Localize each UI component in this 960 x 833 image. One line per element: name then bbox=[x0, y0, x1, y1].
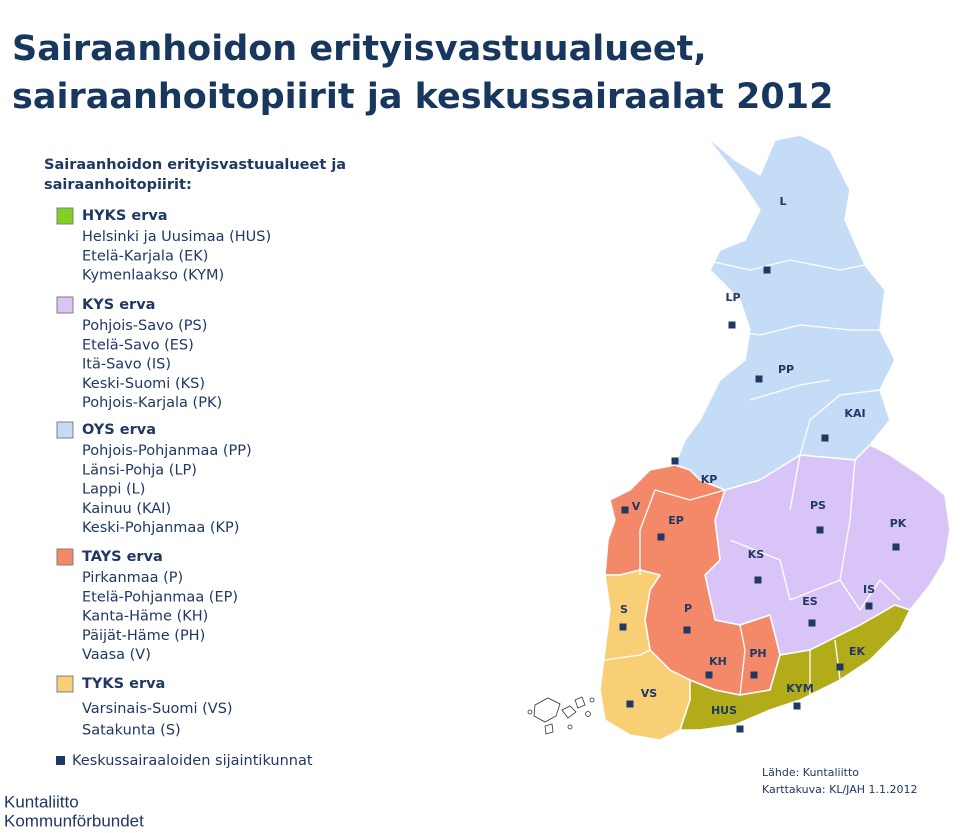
aland bbox=[527, 696, 595, 735]
title-line: Sairaanhoidon erityisvastuualueet, bbox=[12, 29, 707, 69]
hospital-marker bbox=[750, 671, 758, 679]
legend-item: Vaasa (V) bbox=[82, 647, 151, 663]
legend-item: Päijät-Häme (PH) bbox=[82, 628, 205, 644]
hospital-marker bbox=[892, 543, 900, 551]
title-line: sairaanhoitopiirit ja keskussairaalat 20… bbox=[12, 77, 833, 117]
hospital-marker bbox=[621, 506, 629, 514]
region-label: IS bbox=[863, 583, 875, 596]
source: Karttakuva: KL/JAH 1.1.2012 bbox=[762, 783, 917, 796]
region-label: KS bbox=[748, 548, 765, 561]
legend-heading: Sairaanhoidon erityisvastuualueet ja bbox=[44, 157, 346, 173]
legend-group: OYS erva bbox=[82, 422, 156, 438]
region-label: V bbox=[632, 500, 641, 513]
region-oys bbox=[674, 134, 896, 491]
region-label: PK bbox=[890, 517, 907, 530]
region-label: EP bbox=[668, 514, 684, 527]
legend-item: Pohjois-Savo (PS) bbox=[82, 318, 207, 334]
legend-swatch bbox=[56, 548, 74, 566]
hospital-marker bbox=[683, 626, 691, 634]
legend-group: HYKS erva bbox=[82, 208, 168, 224]
map-labels: L LP PP KAI KP V EP PS PK KS ES IS S P KH PH EK KYM HUS VS bbox=[620, 195, 907, 717]
legend-item: Etelä-Pohjanmaa (EP) bbox=[82, 589, 238, 605]
map: L LP PP KAI KP V EP PS PK KS ES IS S P KH PH EK KYM HUS VS bbox=[527, 134, 951, 741]
legend-swatch bbox=[56, 207, 74, 225]
region-label: EK bbox=[849, 645, 866, 658]
hospital-marker bbox=[671, 457, 679, 465]
legend-item: Lappi (L) bbox=[82, 482, 145, 498]
hospital-marker bbox=[865, 602, 873, 610]
region-label: KH bbox=[709, 655, 727, 668]
hospital-marker bbox=[821, 434, 829, 442]
region-label: KYM bbox=[786, 682, 813, 695]
logo-text: Kommunförbundet bbox=[4, 811, 144, 830]
legend-item: Länsi-Pohja (LP) bbox=[82, 462, 197, 478]
hospital-marker bbox=[763, 266, 771, 274]
legend-item: Keski-Suomi (KS) bbox=[82, 376, 205, 392]
region-hyks bbox=[679, 604, 911, 731]
hospital-marker bbox=[836, 663, 844, 671]
hospital-marker bbox=[754, 576, 762, 584]
source: Lähde: Kuntaliitto bbox=[762, 766, 859, 779]
region-label: KAI bbox=[844, 407, 865, 420]
hospital-markers bbox=[619, 266, 900, 733]
legend-item: Pohjois-Karjala (PK) bbox=[82, 395, 222, 411]
hospital-marker bbox=[816, 526, 824, 534]
legend-swatch bbox=[56, 296, 74, 314]
hospital-marker bbox=[626, 700, 634, 708]
legend-item: Kanta-Häme (KH) bbox=[82, 609, 208, 625]
region-label: HUS bbox=[711, 704, 737, 717]
region-label: PH bbox=[749, 647, 766, 660]
hospital-marker bbox=[736, 725, 744, 733]
region-label: L bbox=[779, 195, 786, 208]
hospital-marker bbox=[619, 623, 627, 631]
legend-item: Pirkanmaa (P) bbox=[82, 570, 183, 586]
legend: HYKS erva Helsinki ja Uusimaa (HUS) Etelä-… bbox=[56, 207, 271, 739]
hospital-marker bbox=[808, 619, 816, 627]
legend-swatch bbox=[56, 421, 74, 439]
hospital-marker bbox=[705, 671, 713, 679]
region-label: LP bbox=[725, 291, 740, 304]
region-label: KP bbox=[701, 473, 718, 486]
hospital-marker bbox=[793, 702, 801, 710]
legend-item: Kymenlaakso (KYM) bbox=[82, 268, 224, 284]
legend-item: Kainuu (KAI) bbox=[82, 501, 171, 517]
region-label: ES bbox=[802, 595, 818, 608]
logo-text: Kuntaliitto bbox=[4, 792, 79, 811]
legend-item: Etelä-Karjala (EK) bbox=[82, 248, 208, 264]
hospital-marker bbox=[728, 321, 736, 329]
legend-item: Varsinais-Suomi (VS) bbox=[82, 701, 233, 717]
hospital-marker bbox=[755, 375, 763, 383]
legend-group: KYS erva bbox=[82, 297, 155, 313]
legend-marker-label: Keskussairaaloiden sijaintikunnat bbox=[72, 753, 313, 769]
legend-item: Pohjois-Pohjanmaa (PP) bbox=[82, 443, 252, 459]
legend-marker-swatch bbox=[56, 756, 65, 765]
legend-item: Itä-Savo (IS) bbox=[82, 357, 171, 373]
legend-swatch bbox=[56, 675, 74, 693]
region-label: VS bbox=[641, 687, 658, 700]
legend-group: TYKS erva bbox=[82, 676, 165, 692]
region-label: S bbox=[620, 603, 628, 616]
legend-group: TAYS erva bbox=[82, 549, 163, 565]
legend-item: Satakunta (S) bbox=[82, 723, 181, 739]
legend-item: Keski-Pohjanmaa (KP) bbox=[82, 520, 239, 536]
legend-item: Etelä-Savo (ES) bbox=[82, 337, 194, 353]
hospital-marker bbox=[657, 533, 665, 541]
district-border bbox=[604, 259, 901, 700]
legend-item: Helsinki ja Uusimaa (HUS) bbox=[82, 229, 271, 245]
region-label: PS bbox=[810, 499, 826, 512]
legend-heading: sairaanhoitopiirit: bbox=[44, 177, 192, 193]
region-label: P bbox=[684, 602, 692, 615]
region-label: PP bbox=[778, 363, 794, 376]
